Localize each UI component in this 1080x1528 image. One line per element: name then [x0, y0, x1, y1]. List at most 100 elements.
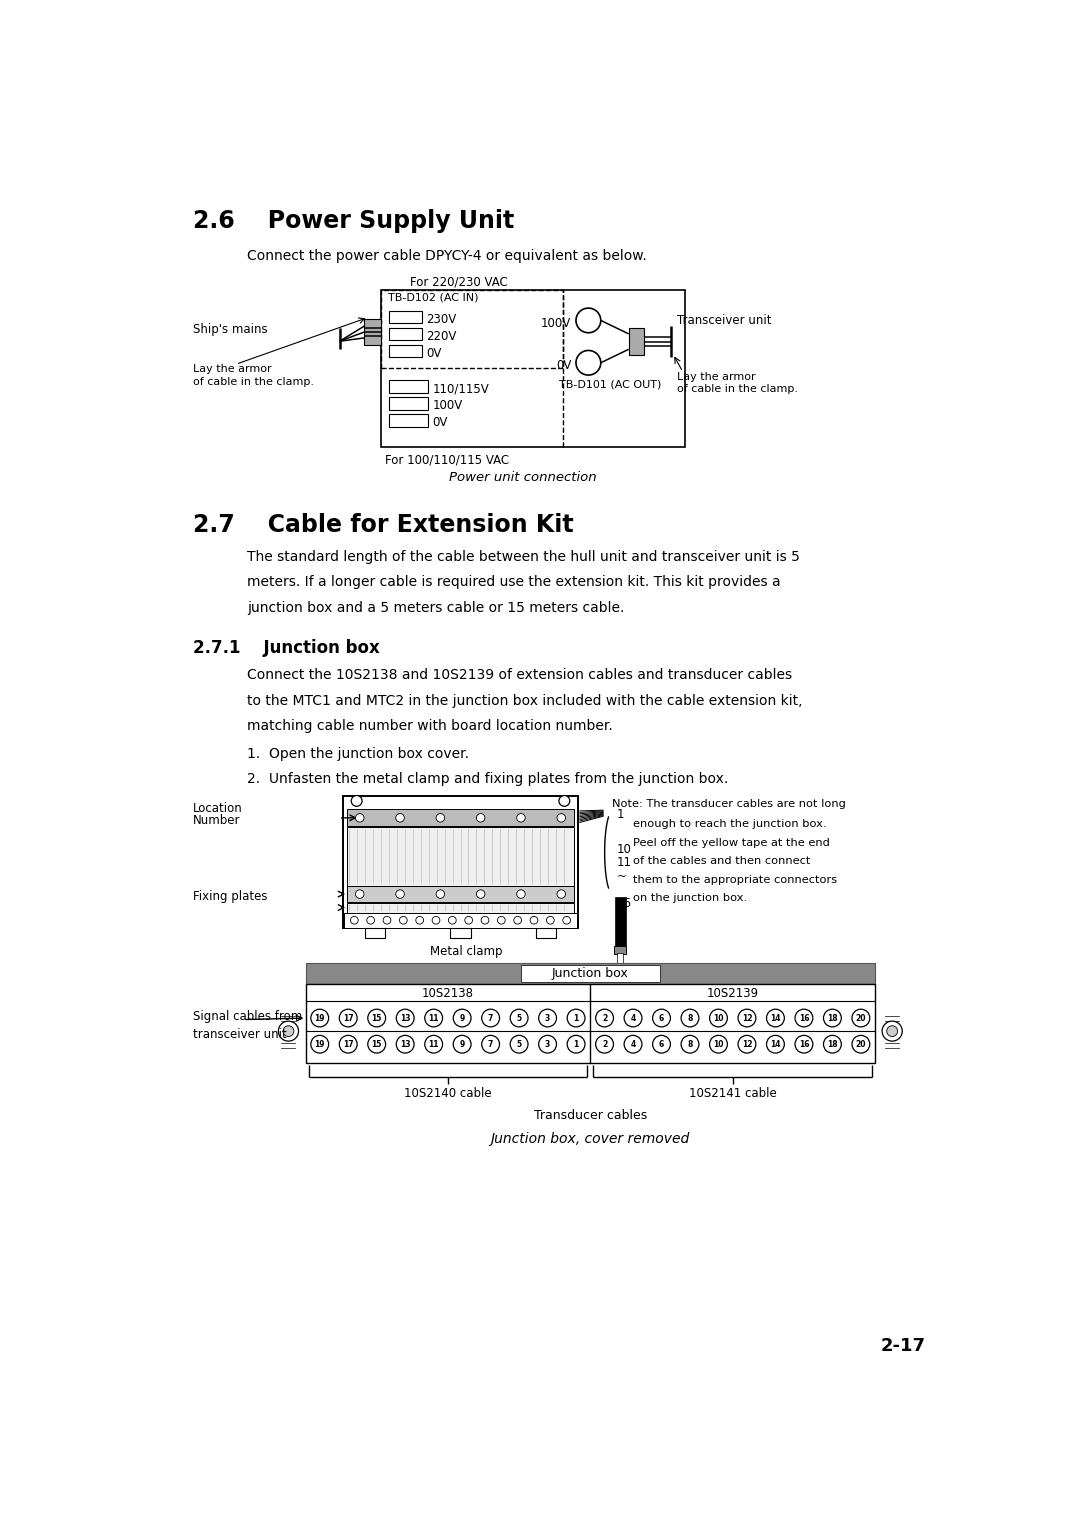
Circle shape: [546, 917, 554, 924]
Text: 6: 6: [659, 1039, 664, 1048]
Bar: [613, 946, 626, 953]
Text: to the MTC1 and MTC2 in the junction box included with the cable extension kit,: to the MTC1 and MTC2 in the junction box…: [247, 694, 802, 707]
Text: 5: 5: [516, 1039, 522, 1048]
Bar: [381, 290, 685, 448]
Circle shape: [355, 889, 364, 898]
Bar: [347, 810, 575, 827]
Text: 5: 5: [516, 1013, 522, 1022]
Circle shape: [738, 1008, 756, 1027]
Bar: [615, 897, 625, 949]
Text: 1: 1: [617, 808, 624, 821]
Circle shape: [767, 1036, 784, 1053]
Text: 15: 15: [372, 1039, 382, 1048]
Circle shape: [383, 917, 391, 924]
Text: 13: 13: [400, 1013, 410, 1022]
Text: 13: 13: [400, 1039, 410, 1048]
Text: Peel off the yellow tape at the end: Peel off the yellow tape at the end: [633, 837, 831, 848]
Text: Connect the power cable DPYCY-4 or equivalent as below.: Connect the power cable DPYCY-4 or equiv…: [247, 249, 647, 263]
Circle shape: [795, 1036, 813, 1053]
Text: Transceiver unit: Transceiver unit: [677, 315, 771, 327]
Text: 16: 16: [799, 1013, 809, 1022]
Circle shape: [530, 917, 538, 924]
Bar: [306, 984, 875, 1062]
Text: of the cables and then connect: of the cables and then connect: [633, 856, 811, 866]
Text: 7: 7: [488, 1013, 494, 1022]
Text: TB-D102 (AC IN): TB-D102 (AC IN): [388, 293, 478, 303]
Text: 0V: 0V: [433, 416, 448, 429]
Bar: [306, 963, 875, 984]
Text: TB-D101 (AC OUT): TB-D101 (AC OUT): [559, 380, 661, 390]
Circle shape: [396, 1036, 414, 1053]
Bar: [381, 290, 563, 368]
Circle shape: [576, 350, 600, 374]
Text: 2.  Unfasten the metal clamp and fixing plates from the junction box.: 2. Unfasten the metal clamp and fixing p…: [247, 773, 729, 787]
Circle shape: [396, 1008, 414, 1027]
Circle shape: [448, 917, 456, 924]
Circle shape: [563, 917, 570, 924]
Text: 2-17: 2-17: [880, 1337, 926, 1355]
Text: 18: 18: [827, 1013, 838, 1022]
Text: on the junction box.: on the junction box.: [633, 894, 747, 903]
Text: 20: 20: [855, 1013, 866, 1022]
Bar: [389, 380, 428, 393]
Bar: [389, 312, 422, 324]
Text: enough to reach the junction box.: enough to reach the junction box.: [633, 819, 827, 830]
Text: 17: 17: [343, 1013, 353, 1022]
Circle shape: [510, 1008, 528, 1027]
Circle shape: [652, 1008, 671, 1027]
Circle shape: [557, 813, 566, 822]
Bar: [364, 319, 381, 345]
Circle shape: [567, 1008, 585, 1027]
Text: matching cable number with board location number.: matching cable number with board locatio…: [247, 720, 613, 733]
Circle shape: [283, 1025, 294, 1036]
Circle shape: [311, 1036, 328, 1053]
Circle shape: [652, 1036, 671, 1053]
Bar: [389, 345, 422, 358]
Circle shape: [624, 1036, 642, 1053]
Text: 2.7    Cable for Extension Kit: 2.7 Cable for Extension Kit: [193, 513, 573, 536]
Text: 10S2140 cable: 10S2140 cable: [404, 1088, 491, 1100]
Circle shape: [557, 889, 566, 898]
Text: 1: 1: [573, 1039, 579, 1048]
Circle shape: [559, 796, 570, 807]
Text: Transducer cables: Transducer cables: [534, 1109, 647, 1122]
Circle shape: [400, 917, 407, 924]
Circle shape: [823, 1008, 841, 1027]
Text: 1.  Open the junction box cover.: 1. Open the junction box cover.: [247, 747, 470, 761]
Circle shape: [424, 1036, 443, 1053]
Text: Ship's mains: Ship's mains: [193, 322, 268, 336]
Bar: [345, 912, 577, 927]
Text: 230V: 230V: [427, 313, 457, 325]
Circle shape: [476, 889, 485, 898]
Text: 10S2138: 10S2138: [422, 987, 474, 1001]
Circle shape: [367, 917, 375, 924]
Circle shape: [416, 917, 423, 924]
Bar: [389, 397, 428, 410]
Text: 9: 9: [459, 1039, 464, 1048]
Text: Connect the 10S2138 and 10S2139 of extension cables and transducer cables: Connect the 10S2138 and 10S2139 of exten…: [247, 668, 793, 683]
Text: ~: ~: [617, 869, 626, 883]
Circle shape: [681, 1008, 699, 1027]
Text: 15: 15: [372, 1013, 382, 1022]
Circle shape: [424, 1008, 443, 1027]
Text: Fixing plates: Fixing plates: [193, 891, 268, 903]
Text: 18: 18: [827, 1039, 838, 1048]
Text: Junction box: Junction box: [552, 967, 629, 979]
Circle shape: [454, 1008, 471, 1027]
Text: 10: 10: [617, 843, 632, 856]
Bar: [629, 327, 644, 356]
Text: 100V: 100V: [541, 316, 571, 330]
Text: 1: 1: [573, 1013, 579, 1022]
Bar: [347, 903, 575, 912]
Text: 8: 8: [687, 1013, 692, 1022]
Text: 14: 14: [770, 1013, 781, 1022]
Text: 16: 16: [617, 897, 632, 911]
Text: of cable in the clamp.: of cable in the clamp.: [193, 376, 314, 387]
Text: 0V: 0V: [556, 359, 571, 371]
Bar: [389, 414, 428, 426]
Text: For 220/230 VAC: For 220/230 VAC: [410, 275, 508, 289]
Bar: [347, 886, 575, 902]
Text: 12: 12: [742, 1039, 752, 1048]
Circle shape: [852, 1036, 869, 1053]
Text: Location: Location: [193, 802, 243, 814]
